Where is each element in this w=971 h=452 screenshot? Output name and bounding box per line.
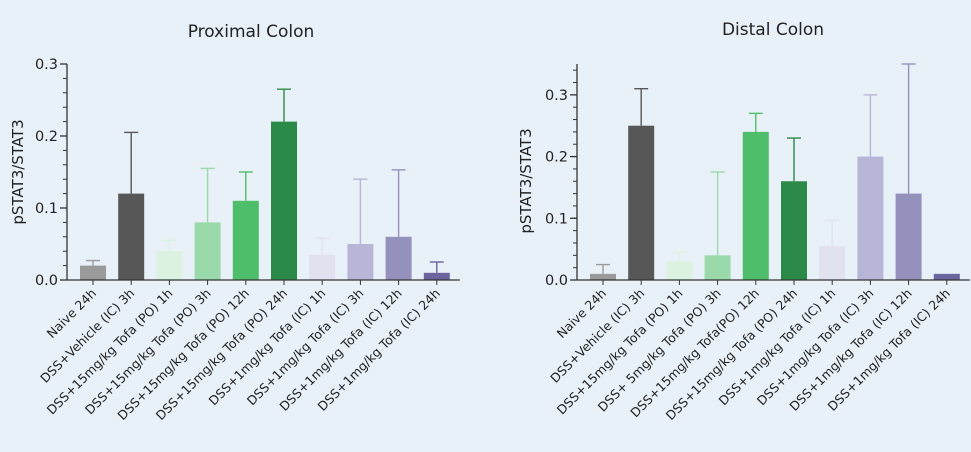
bar bbox=[781, 181, 807, 280]
bar bbox=[704, 255, 731, 280]
proximal-colon-panel: Proximal Colon pSTAT3/STAT3 Naive 24hDSS… bbox=[9, 22, 460, 423]
distal-colon-panel: Distal Colon pSTAT3/STAT3 Naive 24hDSS+V… bbox=[517, 20, 970, 423]
bar bbox=[666, 261, 693, 280]
bar bbox=[628, 125, 655, 280]
chart-title: Proximal Colon bbox=[188, 22, 315, 42]
y-tick-label: 0.2 bbox=[35, 129, 58, 145]
y-axis-label: pSTAT3/STAT3 bbox=[517, 128, 535, 233]
y-tick-label: 0.2 bbox=[545, 150, 568, 166]
bar bbox=[118, 193, 145, 280]
bar bbox=[347, 244, 374, 280]
y-tick-label: 0.3 bbox=[35, 57, 58, 73]
bar bbox=[309, 254, 336, 280]
y-axis-label: pSTAT3/STAT3 bbox=[9, 119, 27, 224]
y-tick-label: 0.0 bbox=[545, 273, 568, 289]
bar bbox=[156, 251, 183, 280]
bar bbox=[895, 193, 922, 280]
bar bbox=[80, 265, 106, 280]
y-tick-label: 0.1 bbox=[545, 211, 568, 227]
bar bbox=[423, 272, 450, 280]
bar bbox=[271, 121, 297, 280]
bar bbox=[194, 222, 221, 280]
bar bbox=[819, 246, 846, 280]
chart-title: Distal Colon bbox=[722, 20, 824, 40]
bar bbox=[857, 156, 884, 280]
y-tick-label: 0.0 bbox=[35, 273, 58, 289]
bar bbox=[590, 273, 616, 280]
y-tick-label: 0.3 bbox=[545, 88, 568, 104]
bar bbox=[742, 131, 769, 280]
bar bbox=[385, 236, 412, 280]
bar bbox=[232, 200, 259, 280]
y-tick-label: 0.1 bbox=[35, 201, 58, 217]
bar bbox=[933, 273, 960, 280]
